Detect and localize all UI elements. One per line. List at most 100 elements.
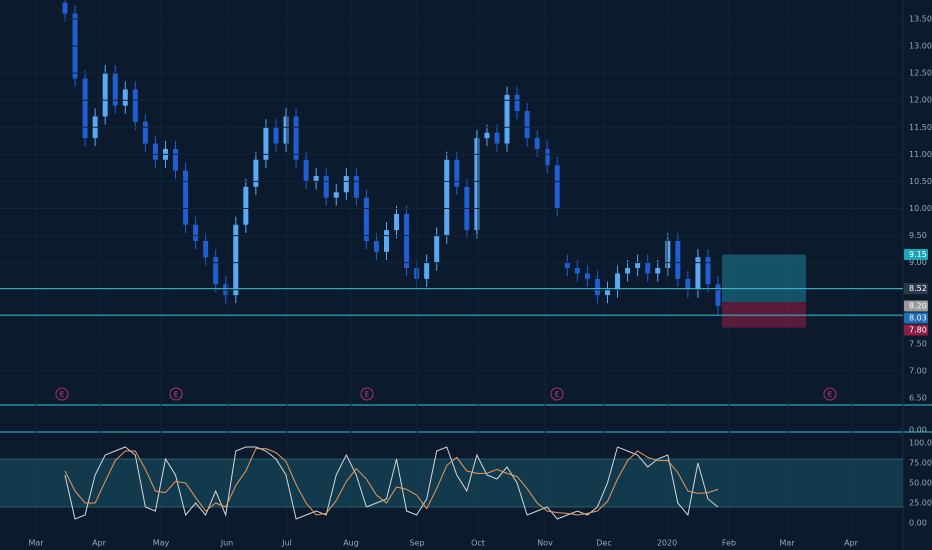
pane-tick-label: 0.00 — [909, 426, 927, 435]
earnings-marker — [550, 387, 564, 401]
candle-body — [303, 159, 309, 182]
y-tick-label: 6.50 — [909, 394, 927, 403]
earnings-marker — [360, 387, 374, 401]
y-tick-label: 7.00 — [909, 366, 927, 375]
candle-body — [434, 235, 440, 263]
candle-body — [253, 159, 259, 187]
candle-body — [444, 159, 450, 236]
candle-body — [494, 132, 500, 144]
candle-body — [695, 257, 701, 290]
x-tick-label: Aug — [343, 539, 359, 548]
x-tick-label: 2020 — [657, 539, 677, 548]
candle-body — [404, 213, 410, 269]
candle-body — [715, 284, 721, 306]
price-tag-label: 9.15 — [909, 250, 927, 259]
candle-body — [635, 262, 641, 269]
x-tick-label: Feb — [722, 539, 736, 548]
earnings-label: E — [174, 391, 178, 399]
candle-body — [625, 268, 631, 274]
candle-body — [474, 138, 480, 231]
candle-body — [82, 78, 88, 139]
candle-body — [564, 262, 570, 269]
candle-body — [424, 262, 430, 279]
earnings-label: E — [365, 391, 369, 399]
candle-body — [343, 176, 349, 193]
candle-body — [554, 165, 560, 209]
y-tick-label: 9.00 — [909, 258, 927, 267]
candle-body — [273, 127, 279, 144]
candle-body — [383, 230, 389, 252]
candle-body — [534, 138, 540, 149]
candle-body — [675, 240, 681, 279]
price-tag-label: 8.20 — [909, 301, 927, 310]
x-tick-label: Apr — [844, 539, 859, 548]
y-tick-label: 9.50 — [909, 231, 927, 240]
candle-body — [665, 240, 671, 269]
price-tag-label: 8.03 — [909, 313, 927, 322]
candle-body — [333, 192, 339, 198]
price-tag-label: 7.80 — [909, 325, 927, 334]
candle-body — [705, 257, 711, 285]
candle-body — [544, 148, 550, 166]
candle-body — [373, 240, 379, 252]
price-tag — [904, 312, 928, 324]
y-tick-label: 12.00 — [909, 96, 932, 105]
candle-body — [353, 176, 359, 198]
earnings-label: E — [828, 391, 832, 399]
x-tick-label: Mar — [28, 539, 44, 548]
price-tag — [904, 283, 928, 295]
candle-body — [514, 94, 520, 112]
candle-body — [283, 116, 289, 144]
candle-body — [615, 273, 621, 290]
candle-body — [323, 176, 329, 198]
candle-body — [132, 89, 138, 122]
y-tick-label: 7.50 — [909, 339, 927, 348]
candle-body — [152, 143, 158, 160]
earnings-marker — [169, 387, 183, 401]
x-tick-label: Dec — [596, 539, 611, 548]
candle-body — [233, 224, 239, 296]
y-tick-label: 0.00 — [909, 519, 927, 528]
x-tick-label: Jun — [220, 539, 234, 548]
earnings-marker — [55, 387, 69, 401]
candle-body — [243, 186, 249, 225]
y-tick-label: 13.00 — [909, 42, 932, 51]
price-tag — [904, 300, 928, 312]
candle-body — [504, 94, 510, 144]
x-tick-label: Apr — [92, 539, 107, 548]
y-tick-label: 25.00 — [909, 499, 932, 508]
stoch-line — [64, 448, 719, 516]
x-tick-label: Sep — [409, 539, 424, 548]
profit-zone — [722, 254, 806, 303]
candle-body — [293, 116, 299, 160]
price-tag-label: 8.52 — [909, 284, 927, 293]
y-tick-label: 10.50 — [909, 177, 932, 186]
candle-body — [594, 278, 600, 296]
x-tick-label: May — [153, 539, 170, 548]
earnings-marker — [823, 387, 837, 401]
candle-body — [62, 2, 68, 14]
x-tick-label: Jul — [281, 539, 292, 548]
price-tag — [904, 249, 928, 261]
y-tick-label: 12.50 — [909, 69, 932, 78]
candle-body — [454, 159, 460, 187]
candle-body — [655, 268, 661, 274]
price-tag — [904, 324, 928, 336]
candle-body — [685, 278, 691, 290]
candle-body — [604, 289, 610, 296]
y-tick-label: 10.00 — [909, 204, 932, 213]
y-tick-label: 11.50 — [909, 123, 932, 132]
candle-body — [524, 111, 530, 139]
candle-body — [394, 213, 400, 231]
candle-body — [584, 273, 590, 279]
y-tick-label: 100.00 — [909, 439, 932, 448]
candle-body — [173, 148, 179, 171]
candle-body — [213, 257, 219, 285]
candle-body — [142, 121, 148, 144]
candle-body — [645, 262, 651, 274]
earnings-label: E — [60, 391, 64, 399]
x-tick-label: Oct — [471, 539, 485, 548]
candle-body — [203, 240, 209, 258]
y-tick-label: 13.50 — [909, 15, 932, 24]
candle-body — [112, 73, 118, 106]
